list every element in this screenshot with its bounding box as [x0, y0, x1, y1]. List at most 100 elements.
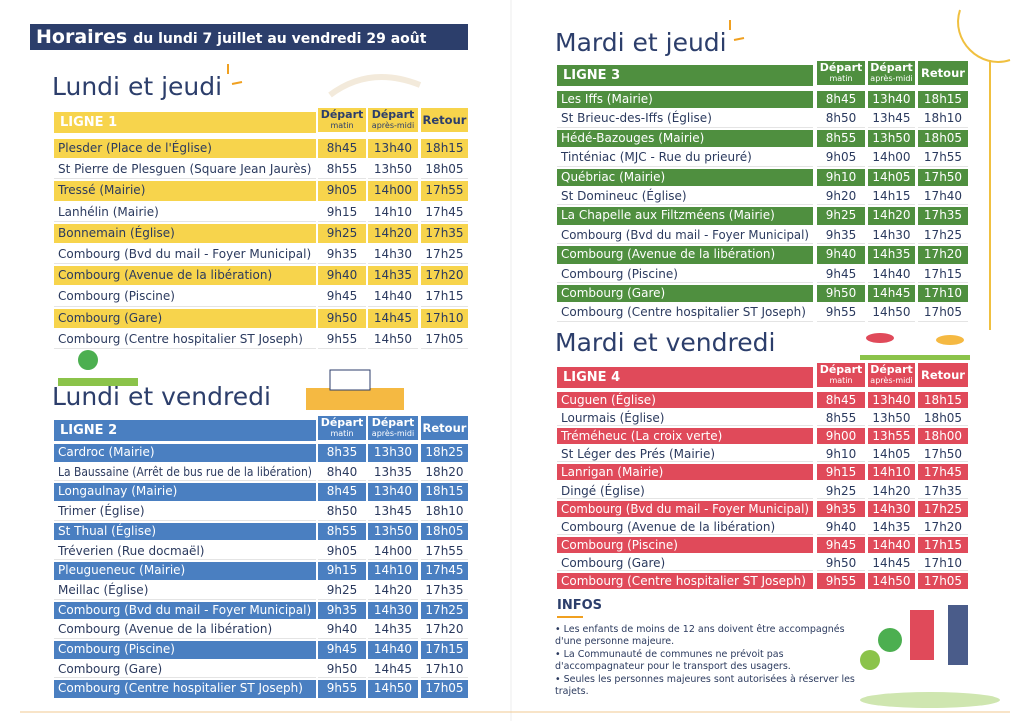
time: 17h10: [421, 661, 468, 679]
time: 8h45: [817, 392, 865, 409]
time: 17h15: [918, 266, 968, 283]
column-header-sub: après-midi: [870, 376, 913, 385]
time: 14h05: [868, 446, 915, 463]
time: 18h10: [421, 503, 468, 521]
time: 9h50: [817, 555, 865, 571]
time: 13h40: [368, 139, 418, 159]
column-header: Retour: [918, 61, 968, 85]
time: 13h35: [368, 464, 418, 482]
section-title: Lundi et vendredi: [52, 382, 271, 411]
column-header-main: Départ: [320, 108, 364, 121]
stop-text: Combourg (Gare): [561, 286, 666, 300]
time: 13h45: [368, 503, 418, 521]
stop-name: Combourg (Centre hospitalier ST Joseph): [557, 573, 813, 590]
time: 9h05: [817, 149, 865, 167]
stop-text: Meillac (Église): [58, 582, 149, 597]
time: 14h40: [368, 287, 418, 307]
stop-text: St Léger des Prés (Mairie): [561, 447, 716, 462]
time: 17h35: [421, 582, 468, 600]
time: 14h30: [368, 601, 418, 620]
time: 8h40: [318, 464, 366, 482]
time: 9h25: [318, 223, 366, 243]
stop-text: Pleugueneuc (Mairie): [58, 563, 186, 578]
stop-text: Trimer (Église): [58, 504, 145, 519]
time: 14h35: [868, 246, 915, 264]
stop-text: St Pierre de Plesguen (Square Jean Jaurè…: [58, 162, 312, 177]
time: 9h20: [817, 188, 865, 206]
stop-text: Combourg (Gare): [58, 661, 163, 676]
time: 9h50: [817, 285, 865, 303]
time: 9h50: [318, 308, 366, 328]
time: 9h35: [318, 245, 366, 265]
stop-name: Combourg (Avenue de la libération): [54, 621, 316, 639]
time: 14h00: [868, 149, 915, 167]
time: 13h30: [368, 444, 418, 462]
time: 17h50: [918, 446, 968, 463]
stop-name: Combourg (Bvd du mail - Foyer Municipal): [54, 601, 316, 620]
time: 14h00: [368, 181, 418, 201]
stop-text: Combourg (Gare): [58, 310, 163, 325]
stop-text: Combourg (Piscine): [561, 537, 678, 552]
line-label: LIGNE 3: [557, 65, 813, 86]
time: 8h35: [318, 444, 366, 462]
stop-name: Les Iffs (Mairie): [557, 91, 813, 109]
time: 14h30: [868, 227, 915, 245]
time: 8h55: [318, 522, 366, 541]
time: 17h25: [421, 601, 468, 620]
time: 18h05: [421, 522, 468, 541]
time: 17h10: [918, 285, 968, 303]
time: 18h20: [421, 464, 468, 482]
time: 14h00: [368, 543, 418, 561]
stop-name: Pleugueneuc (Mairie): [54, 562, 316, 580]
time: 9h35: [318, 601, 366, 620]
info-item: • La Communauté de communes ne prévoit pa…: [555, 649, 855, 672]
header-subtitle: du lundi 7 juillet au vendredi 29 août: [133, 31, 427, 47]
stop-text: Combourg (Bvd du mail - Foyer Municipal): [58, 602, 312, 617]
time: 17h05: [421, 680, 468, 699]
stop-name: Combourg (Gare): [557, 285, 813, 303]
stop-name: Tressé (Mairie): [54, 181, 316, 201]
stop-name: St Pierre de Plesguen (Square Jean Jaurè…: [54, 160, 316, 180]
stop-name: Dingé (Église): [557, 483, 813, 499]
time: 17h45: [421, 203, 468, 222]
time: 17h55: [421, 543, 468, 561]
time: 17h15: [421, 641, 468, 659]
time: 9h10: [817, 446, 865, 463]
stop-name: Tréverien (Rue docmaël): [54, 543, 316, 561]
stop-text: Hédé-Bazouges (Mairie): [561, 130, 705, 145]
stop-name: La Chapelle aux Filtzméens (Mairie): [557, 207, 813, 225]
time: 17h40: [918, 188, 968, 206]
stop-text: Les Iffs (Mairie): [561, 92, 653, 106]
time: 8h45: [318, 139, 366, 159]
time: 13h50: [368, 160, 418, 180]
time: 17h35: [918, 207, 968, 225]
stop-name: Trimer (Église): [54, 503, 316, 521]
stop-text: Plesder (Place de l'Église): [58, 141, 212, 155]
header-title: Horaires: [36, 26, 128, 48]
bullet: •: [555, 624, 561, 635]
section-title: Mardi et vendredi: [555, 328, 776, 357]
time: 8h50: [817, 110, 865, 128]
time: 9h15: [318, 203, 366, 222]
line-label: LIGNE 4: [557, 367, 813, 388]
stop-name: St Domineuc (Église): [557, 188, 813, 206]
column-header: Départ après-midi: [368, 416, 418, 440]
stop-text: Bonnemain (Église): [58, 225, 175, 240]
time: 8h45: [817, 91, 865, 109]
time: 17h35: [918, 483, 968, 499]
time: 14h50: [368, 680, 418, 699]
time: 14h30: [868, 500, 915, 517]
time: 9h25: [817, 207, 865, 225]
time: 9h40: [318, 621, 366, 639]
time: 17h55: [918, 149, 968, 167]
time: 14h40: [868, 536, 915, 553]
time: 17h45: [421, 562, 468, 580]
time: 18h15: [421, 139, 468, 159]
stop-name: Combourg (Gare): [54, 661, 316, 679]
time: 8h55: [817, 410, 865, 427]
stop-name: Lourmais (Église): [557, 410, 813, 427]
infos-underline: [557, 616, 583, 618]
time: 14h45: [868, 285, 915, 303]
stop-text: Combourg (Avenue de la libération): [561, 519, 776, 534]
